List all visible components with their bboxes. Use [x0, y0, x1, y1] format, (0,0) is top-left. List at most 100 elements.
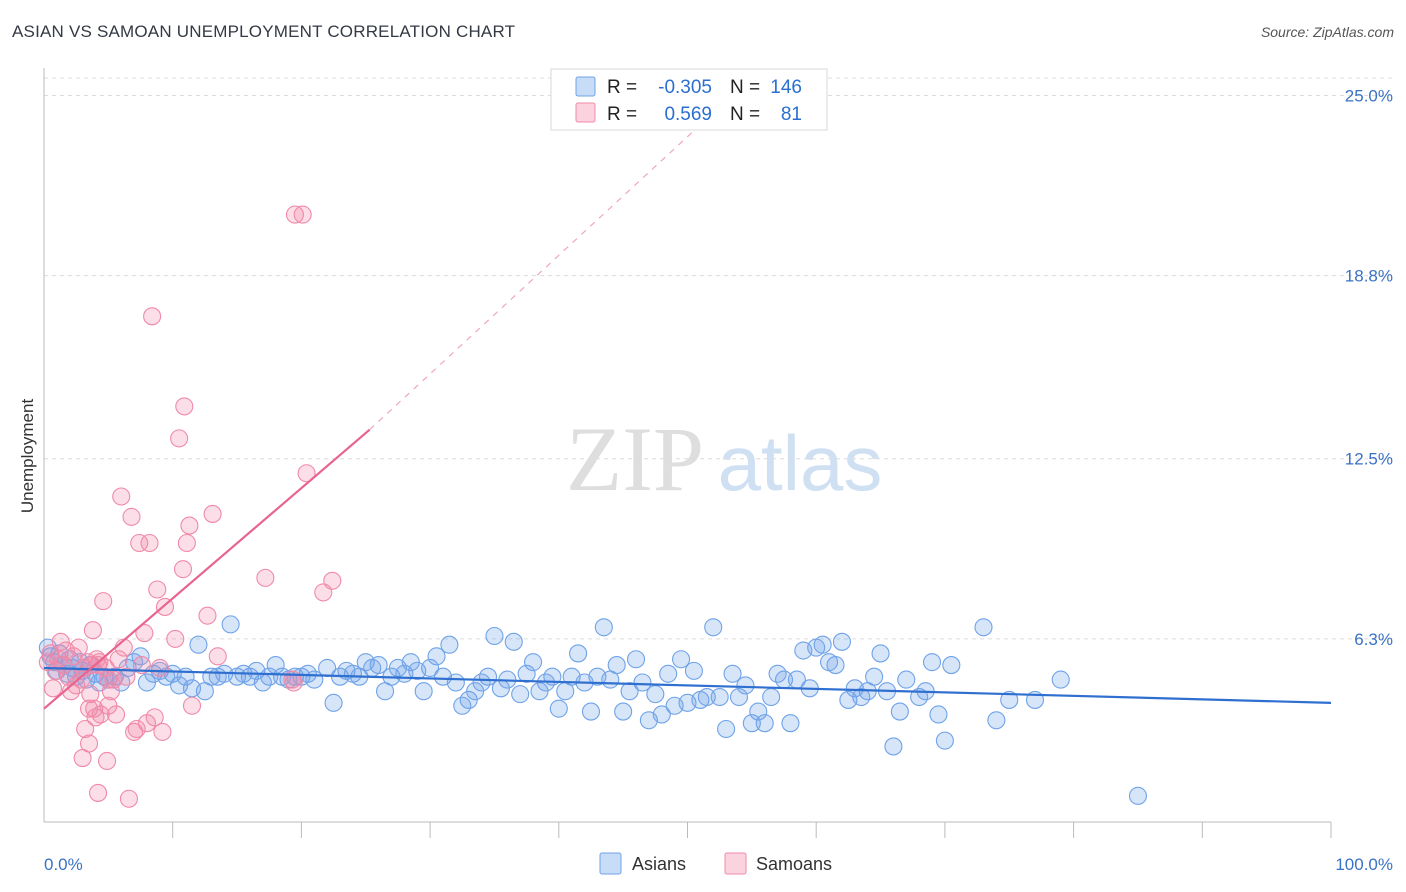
y-tick-label: 6.3%	[1354, 630, 1393, 649]
samoans-point	[117, 667, 136, 686]
asians-point	[524, 653, 543, 672]
samoans-point	[61, 682, 81, 701]
asians-point	[865, 667, 884, 686]
samoans-point	[153, 722, 172, 741]
asians-point	[935, 731, 954, 750]
asians-trend-line	[43, 666, 1332, 704]
samoans-point	[285, 205, 305, 224]
asians-point	[1000, 690, 1019, 709]
asians-point	[517, 664, 536, 683]
samoans-point	[89, 783, 108, 802]
samoans-point	[122, 507, 141, 526]
asians-point	[987, 711, 1006, 730]
asians-point	[607, 656, 626, 675]
asians-point	[626, 650, 646, 669]
legend-swatch-samoans	[575, 102, 596, 123]
legend-r-value-samoans: 0.569	[664, 104, 712, 125]
asians-point	[446, 673, 465, 692]
samoans-point	[198, 606, 217, 625]
samoans-point	[67, 676, 86, 695]
samoans-point	[98, 751, 117, 771]
samoans-point	[284, 673, 303, 692]
asians-point	[646, 685, 665, 704]
x-ticks	[172, 822, 1332, 838]
asians-point	[652, 705, 671, 724]
asians-point	[511, 685, 530, 704]
asians-point	[672, 650, 691, 669]
asians-point	[826, 656, 845, 675]
asians-point	[755, 714, 774, 733]
y-tick-labels: 6.3% 12.5% 18.8% 25.0%	[1345, 86, 1393, 648]
legend-r-label-samoans: R =	[607, 104, 637, 125]
top-legend: R = -0.305 N = 146 R = 0.569 N = 81	[550, 68, 828, 131]
samoans-point	[175, 397, 194, 416]
asians-point	[871, 644, 890, 663]
samoans-point	[323, 571, 342, 590]
asians-point	[710, 687, 729, 707]
samoans-point	[173, 560, 193, 579]
y-tick-label: 18.8%	[1345, 267, 1393, 286]
samoans-point	[297, 464, 316, 483]
asians-point	[697, 687, 716, 707]
asians-point	[633, 673, 652, 692]
asians-point	[749, 702, 768, 721]
samoans-point	[112, 487, 131, 506]
legend-swatch-asians	[575, 76, 596, 97]
asians-point	[440, 635, 459, 654]
samoans-points	[38, 205, 342, 808]
asians-point	[1051, 670, 1070, 689]
samoans-point	[132, 656, 151, 675]
chart-title: ASIAN VS SAMOAN UNEMPLOYMENT CORRELATION…	[12, 22, 516, 41]
samoans-point	[203, 504, 222, 523]
samoans-point	[135, 624, 154, 643]
watermark-zip: ZIP	[566, 408, 704, 510]
samoans-point	[182, 696, 202, 715]
samoans-point	[150, 658, 169, 678]
samoans-point	[293, 205, 312, 224]
asians-point	[717, 719, 736, 739]
asians-point	[504, 632, 523, 651]
samoans-point	[94, 592, 113, 611]
samoans-point	[127, 719, 146, 739]
asians-point	[581, 702, 601, 721]
asians-point	[832, 632, 851, 651]
samoans-point	[43, 679, 63, 698]
samoans-point	[86, 708, 105, 727]
asians-point	[659, 664, 678, 683]
asians-point	[620, 682, 639, 701]
asians-point	[485, 626, 504, 646]
legend-r-value-asians: -0.305	[658, 77, 712, 98]
samoans-point	[72, 670, 91, 689]
grid	[44, 77, 1393, 640]
x-tick-label: 100.0%	[1335, 855, 1393, 874]
samoans-point	[79, 734, 99, 753]
bottom-legend-swatch-samoans	[724, 852, 747, 875]
samoans-point	[256, 568, 275, 587]
asians-point	[736, 676, 755, 695]
samoans-trend-extension	[369, 106, 721, 431]
samoans-point	[170, 429, 189, 448]
asians-point	[369, 656, 388, 675]
asians-point	[723, 664, 742, 683]
bottom-legend-label-asians: Asians	[632, 854, 686, 874]
asians-point	[813, 635, 832, 654]
x-tick-label: 0.0%	[44, 855, 83, 874]
asians-point	[929, 705, 948, 724]
asians-point	[414, 682, 433, 701]
asians-point	[884, 737, 903, 756]
asians-point	[594, 618, 613, 637]
bottom-legend-swatch-asians	[599, 852, 622, 875]
legend-n-label-samoans: N =	[730, 104, 760, 125]
samoans-point	[140, 533, 159, 553]
samoans-point	[208, 647, 227, 666]
watermark-atlas: atlas	[718, 419, 883, 507]
samoans-point	[125, 722, 144, 741]
samoans-point	[148, 580, 167, 599]
samoans-point	[143, 307, 162, 326]
asians-point	[974, 618, 993, 637]
samoans-point	[180, 516, 199, 535]
asians-point	[897, 670, 916, 689]
legend-r-label-asians: R =	[607, 77, 637, 98]
asians-point	[742, 714, 761, 733]
asians-point	[221, 615, 240, 634]
